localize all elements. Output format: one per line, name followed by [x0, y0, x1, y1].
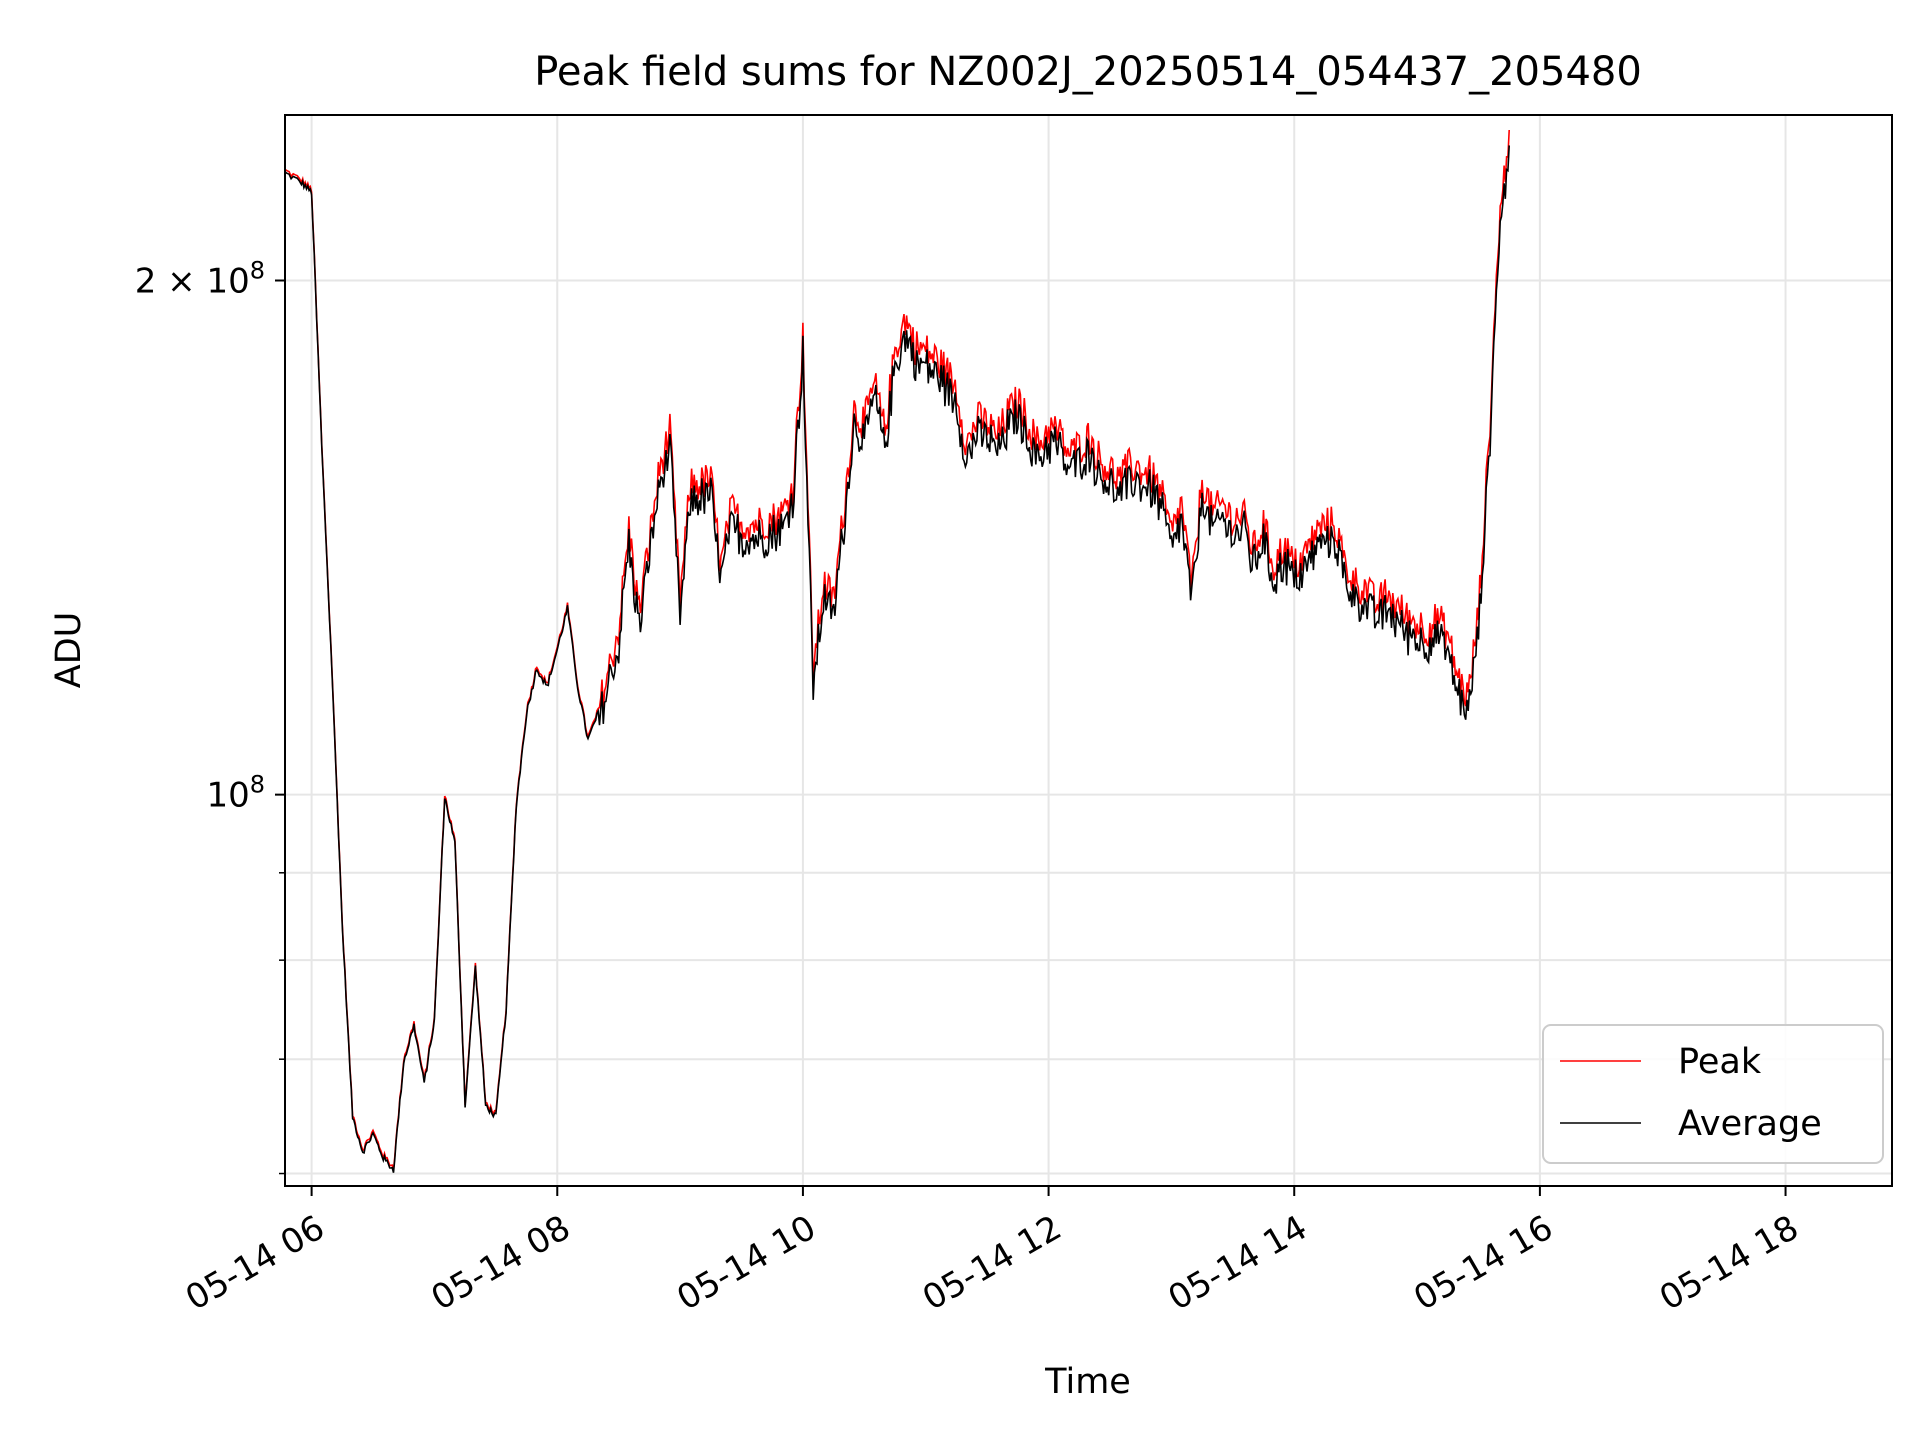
y-tick-label: 108 — [206, 771, 265, 816]
plot-frame — [284, 114, 1893, 1187]
legend-box — [1542, 1024, 1884, 1164]
series-layer — [284, 129, 1510, 1173]
legend-average-label: Average — [1678, 1104, 1822, 1144]
y-axis-label: ADU — [49, 612, 89, 689]
y-tick-label: 2 × 108 — [135, 257, 265, 302]
legend-peak-label: Peak — [1678, 1042, 1762, 1082]
chart-title: Peak field sums for NZ002J_20250514_0544… — [534, 49, 1642, 95]
series-average-line — [284, 145, 1510, 1173]
x-axis-label: Time — [1044, 1362, 1131, 1402]
legend: Peak Average — [1542, 1024, 1884, 1164]
series-peak-line — [284, 129, 1510, 1171]
